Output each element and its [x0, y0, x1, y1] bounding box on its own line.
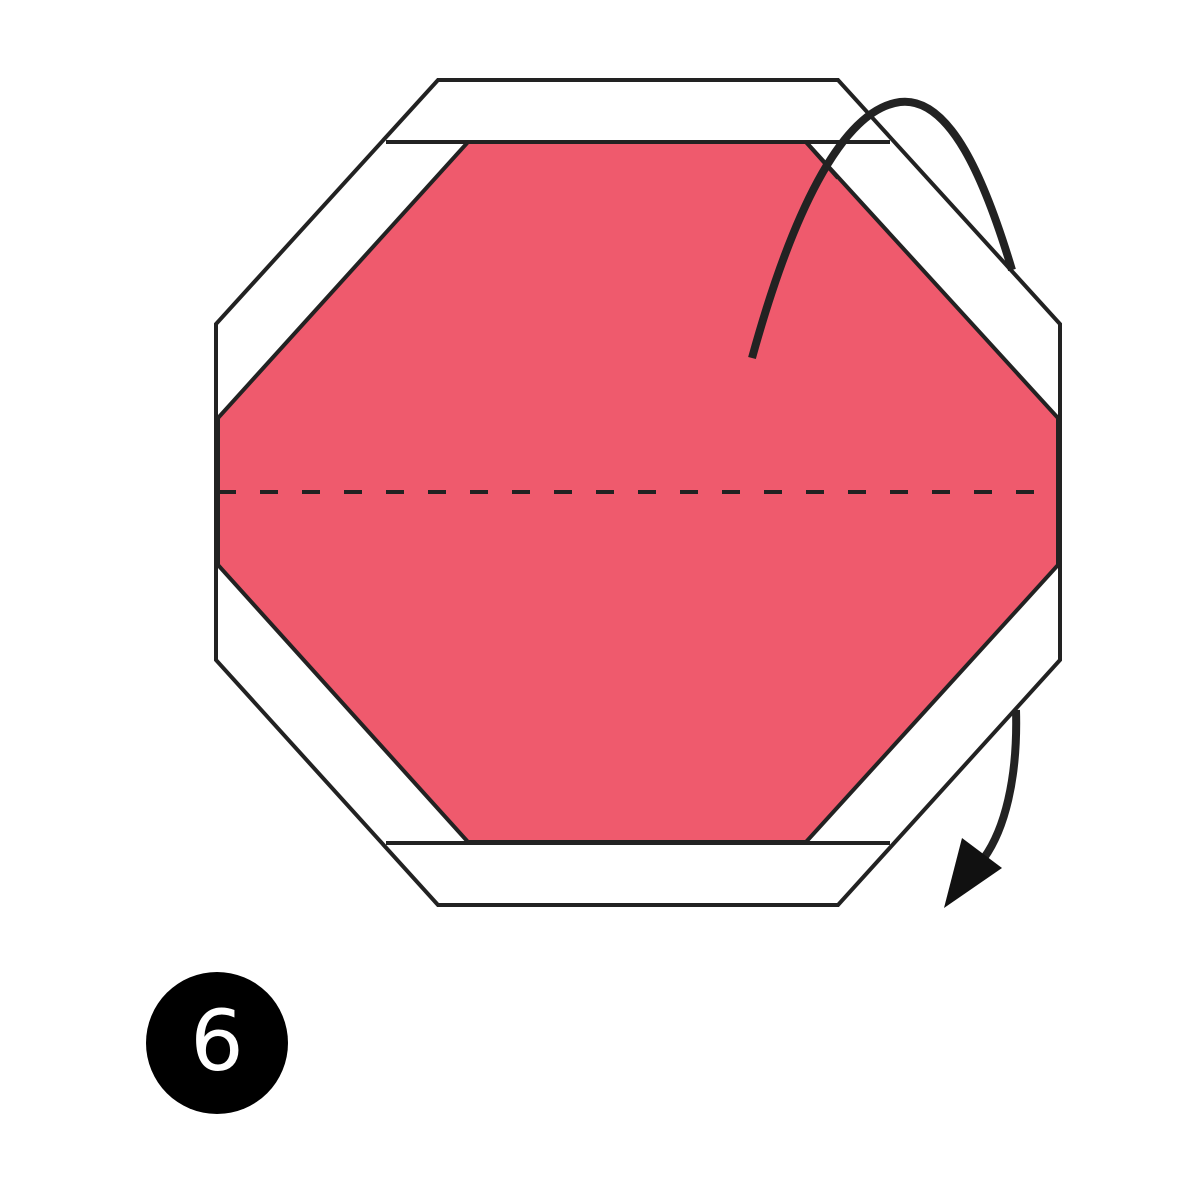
arrow-return-stroke	[980, 709, 1021, 861]
step-badge: 6	[146, 972, 288, 1114]
arrowhead-icon	[944, 838, 1002, 908]
step-number: 6	[190, 992, 244, 1090]
curved-arrow-icon	[748, 97, 1016, 360]
top-right-flap-edge	[804, 140, 840, 180]
